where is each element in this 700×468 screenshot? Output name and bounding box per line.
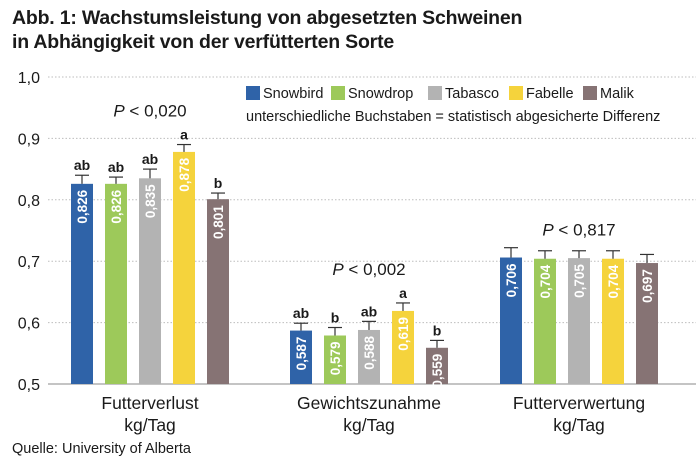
bar [500,257,522,384]
bar [602,258,624,384]
bar [534,258,556,384]
bar [426,347,448,384]
category-label: Gewichtszunahme [297,393,441,413]
y-tick-label: 0,6 [18,316,40,333]
legend-label: Tabasco [445,86,499,102]
significance-letter: b [214,175,223,191]
significance-letter: a [180,127,188,143]
bar-value-label: 0,587 [294,337,309,371]
bar [105,183,127,384]
bar-value-label: 0,878 [177,157,192,191]
significance-letter: ab [293,305,309,321]
bar [636,263,658,384]
legend-swatch [583,86,597,100]
significance-letter: a [399,285,407,301]
significance-letter: ab [108,159,124,175]
significance-letter: ab [74,157,90,173]
category-unit-label: kg/Tag [124,415,176,435]
bar [290,330,312,384]
bar-value-label: 0,706 [504,263,519,297]
significance-letter: ab [142,151,158,167]
p-value-label: P < 0,020 [113,102,186,121]
y-tick-label: 0,7 [18,254,40,271]
y-tick-label: 0,8 [18,193,40,210]
legend-label: Malik [600,86,635,102]
category-unit-label: kg/Tag [343,415,395,435]
category-label: Futterverlust [101,393,198,413]
chart-title-line-2: in Abhängigkeit von der verfütterten Sor… [12,31,395,53]
significance-letter: b [433,322,442,338]
chart-title-line-1: Abb. 1: Wachstumsleistung von abgesetzte… [12,7,523,29]
bar [358,329,380,384]
legend-swatch [509,86,523,100]
source-note: Quelle: University of Alberta [12,441,191,457]
bar-value-label: 0,697 [640,269,655,303]
category-label: Futterverwertung [513,393,645,413]
p-value-label: P < 0,817 [542,221,615,240]
legend-label: Fabelle [526,86,574,102]
bar-value-label: 0,705 [572,264,587,298]
bar-value-label: 0,704 [538,264,553,298]
legend-swatch [331,86,345,100]
bar [324,335,346,384]
bar [207,199,229,384]
bar-value-label: 0,579 [328,341,343,375]
legend-swatch [246,86,260,100]
legend-swatch [428,86,442,100]
bar-value-label: 0,826 [75,189,90,223]
bar-value-label: 0,704 [606,264,621,298]
bar [568,258,590,384]
chart-title: Abb. 1: Wachstumsleistung von abgesetzte… [12,6,692,54]
bar-value-label: 0,588 [362,335,377,369]
significance-letter: ab [361,303,377,319]
bar [392,310,414,384]
category-unit-label: kg/Tag [553,415,605,435]
p-value-label: P < 0,002 [332,260,405,279]
bar-value-label: 0,619 [396,317,411,351]
bar [173,151,195,384]
bar [71,183,93,384]
legend-label: Snowbird [263,86,323,102]
legend-label: Snowdrop [348,86,413,102]
y-tick-label: 1,0 [18,70,40,87]
y-tick-label: 0,9 [18,131,40,148]
y-tick-label: 0,5 [18,377,40,394]
bar-value-label: 0,801 [211,205,226,239]
legend-note: unterschiedliche Buchstaben = statistisc… [246,109,660,125]
bar-value-label: 0,826 [109,189,124,223]
bar [139,178,161,384]
significance-letter: b [331,310,340,326]
bar-value-label: 0,835 [143,184,158,218]
bar-value-label: 0,559 [430,354,445,388]
